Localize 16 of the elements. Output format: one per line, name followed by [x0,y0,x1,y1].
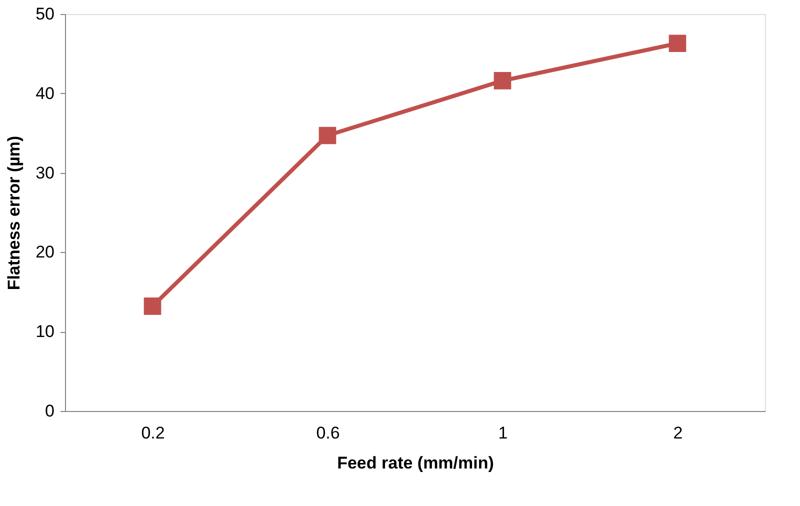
x-tick-label: 1 [498,424,508,442]
x-tick-label: 2 [673,424,683,442]
point [668,34,686,52]
y-tick-label: 30 [36,163,54,182]
point [318,126,336,144]
x-axis-title: Feed rate (mm/min) [337,454,494,472]
point [144,298,162,315]
x-tick-label: 0.2 [141,424,165,442]
y-tick-label: 40 [36,84,54,103]
point [494,72,512,90]
x-tick-label: 0.6 [316,424,340,442]
y-tick-label: 10 [36,322,54,342]
y-axis-title: Flatness error (µm) [4,136,24,290]
y-tick-label: 50 [36,4,54,24]
y-tick-label: 0 [45,402,54,420]
y-tick-label: 20 [36,242,54,262]
